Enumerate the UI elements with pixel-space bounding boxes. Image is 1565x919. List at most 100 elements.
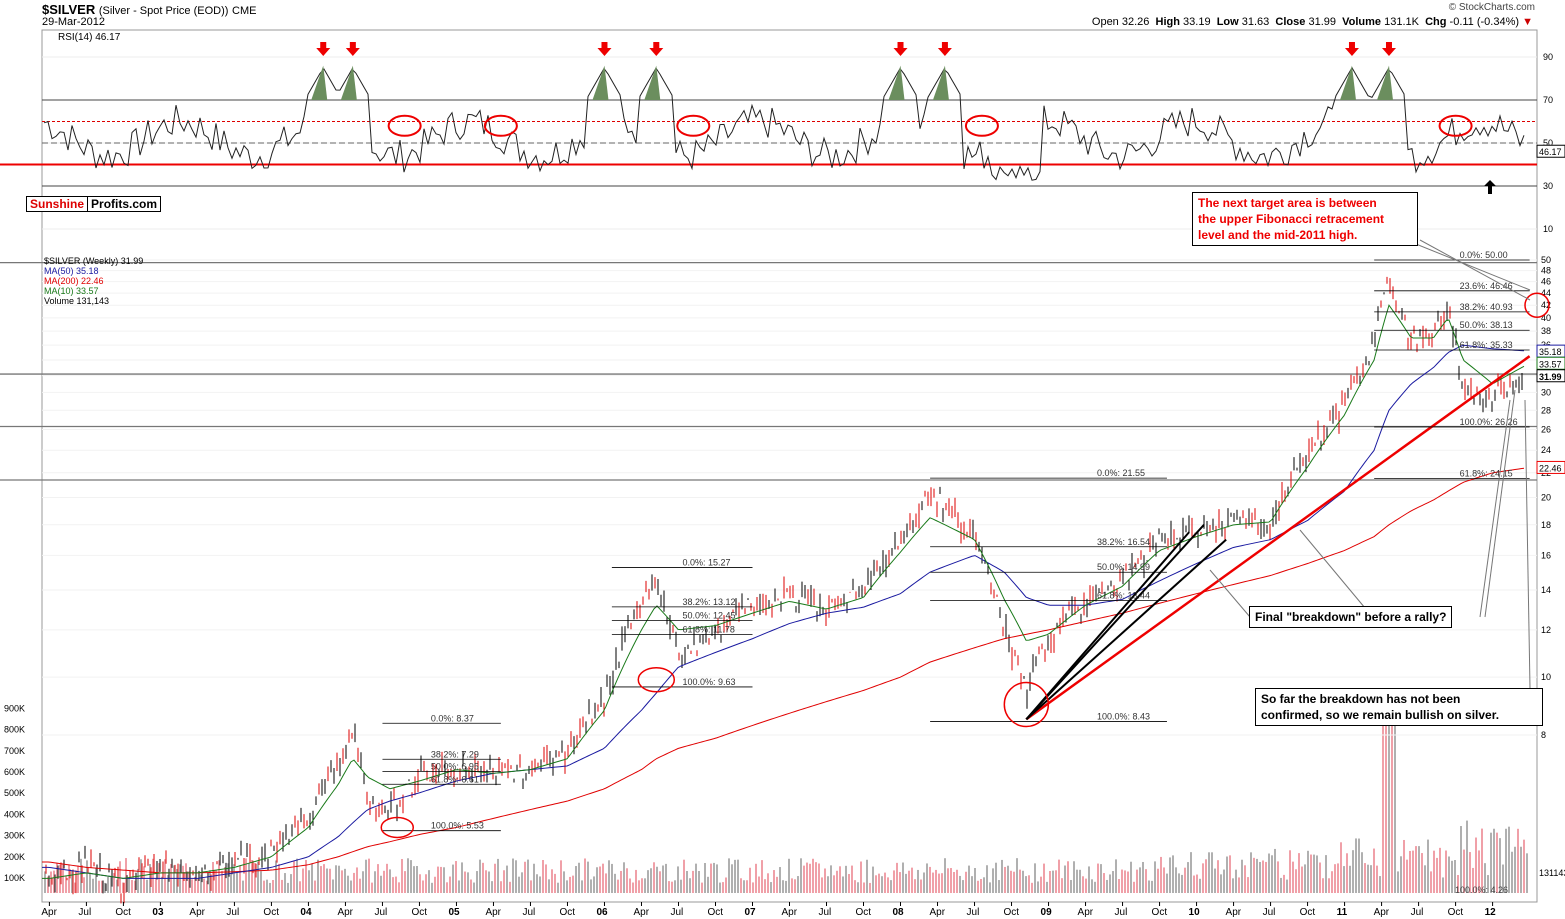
volume-bar bbox=[62, 864, 64, 893]
volume-bar bbox=[581, 880, 583, 893]
volume-bar bbox=[440, 866, 442, 893]
price-legend: $SILVER (Weekly) 31.99 MA(50) 35.18 MA(2… bbox=[44, 256, 143, 306]
volume-bar bbox=[1091, 879, 1093, 893]
volume-bar bbox=[1418, 846, 1420, 893]
volume-bar bbox=[1400, 856, 1402, 893]
volume-bar bbox=[131, 880, 133, 893]
volume-bar bbox=[1004, 866, 1006, 893]
volume-bar bbox=[1385, 723, 1387, 893]
volume-bar bbox=[560, 860, 562, 893]
x-tick-label: Jul bbox=[1115, 907, 1128, 918]
volume-bar bbox=[224, 867, 226, 893]
volume-bar bbox=[1334, 864, 1336, 893]
open-value: 32.26 bbox=[1121, 16, 1150, 28]
volume-bar bbox=[1250, 852, 1252, 893]
volume-bar bbox=[89, 872, 91, 893]
volume-bar bbox=[986, 865, 988, 893]
volume-bar bbox=[707, 876, 709, 893]
rsi-overbought-fill bbox=[644, 65, 661, 100]
x-tick-label: Apr bbox=[485, 907, 501, 918]
volume-bar bbox=[872, 866, 874, 893]
volume-bar bbox=[914, 879, 916, 893]
volume-bar bbox=[1316, 855, 1318, 893]
volume-bar bbox=[1406, 859, 1408, 893]
volume-bar bbox=[1196, 874, 1198, 893]
volume-bar bbox=[1208, 852, 1210, 893]
volume-bar bbox=[659, 871, 661, 893]
volume-bar bbox=[968, 865, 970, 893]
chart-frame bbox=[41, 29, 1538, 903]
volume-bar bbox=[884, 872, 886, 893]
x-tick-label: Oct bbox=[263, 907, 279, 918]
volume-bar bbox=[335, 865, 337, 893]
volume-bar bbox=[602, 863, 604, 893]
volume-bar bbox=[80, 858, 82, 893]
bullish-note-line2: confirmed, so we remain bullish on silve… bbox=[1261, 708, 1500, 722]
volume-bar bbox=[206, 880, 208, 893]
volume-bar bbox=[476, 871, 478, 893]
volume-bar bbox=[749, 867, 751, 893]
logo-part1: Sunshine bbox=[30, 197, 85, 211]
red-down-arrow-icon bbox=[345, 41, 360, 56]
volume-bar bbox=[263, 880, 265, 893]
fibonacci-label: 50.0%: 12.45 bbox=[682, 610, 735, 620]
legend-ma50: MA(50) 35.18 bbox=[44, 266, 99, 276]
volume-bar bbox=[242, 880, 244, 893]
volume-bar bbox=[1490, 832, 1492, 893]
volume-bar bbox=[647, 870, 649, 893]
volume-bar bbox=[422, 880, 424, 893]
volume-current-value: 131143 bbox=[1539, 868, 1565, 878]
volume-bar bbox=[401, 858, 403, 893]
price-tick-label: 18 bbox=[1541, 520, 1551, 530]
volume-bar bbox=[350, 880, 352, 893]
volume-bar bbox=[128, 877, 130, 893]
price-tag-label: 33.57 bbox=[1539, 359, 1562, 369]
volume-bar bbox=[614, 873, 616, 893]
volume-bar bbox=[887, 877, 889, 893]
volume-bar bbox=[1424, 865, 1426, 893]
volume-bar bbox=[1169, 857, 1171, 893]
volume-bar bbox=[101, 880, 103, 893]
volume-bar bbox=[368, 858, 370, 893]
volume-bar bbox=[962, 880, 964, 893]
black-trend-line bbox=[1025, 531, 1190, 720]
price-circle-annotation bbox=[380, 816, 414, 839]
volume-bar bbox=[1514, 846, 1516, 893]
legend-ma10: MA(10) 33.57 bbox=[44, 286, 99, 296]
price-tick-label: 38 bbox=[1541, 326, 1551, 336]
volume-bar bbox=[1115, 859, 1117, 893]
volume-bar bbox=[689, 878, 691, 893]
volume-value: 131.1K bbox=[1384, 16, 1419, 28]
volume-bar bbox=[1517, 828, 1519, 893]
volume-bar bbox=[542, 860, 544, 893]
volume-bar bbox=[1118, 879, 1120, 893]
volume-bar bbox=[209, 870, 211, 893]
volume-bar bbox=[104, 882, 106, 893]
volume-bar bbox=[1355, 838, 1357, 893]
volume-bar bbox=[722, 882, 724, 893]
volume-bar bbox=[980, 879, 982, 893]
volume-bar bbox=[512, 858, 514, 893]
volume-bar bbox=[269, 882, 271, 893]
volume-bar bbox=[176, 868, 178, 893]
fibonacci-label: 61.8%: 6.61 bbox=[431, 774, 479, 784]
x-tick-label: Apr bbox=[782, 907, 798, 918]
volume-bar bbox=[629, 878, 631, 893]
volume-bar bbox=[875, 875, 877, 893]
x-tick-label: 09 bbox=[1041, 907, 1053, 918]
x-tick-label: Jul bbox=[819, 907, 832, 918]
volume-bar bbox=[1478, 850, 1480, 893]
x-tick-label: 11 bbox=[1337, 907, 1348, 918]
volume-bar bbox=[1439, 847, 1441, 893]
price-tick-label: 10 bbox=[1541, 672, 1551, 682]
volume-bar bbox=[1268, 853, 1270, 893]
volume-bar bbox=[959, 875, 961, 893]
breakdown-note-text: Final "breakdown" before a rally? bbox=[1255, 610, 1447, 624]
price-tick-label: 46 bbox=[1541, 277, 1551, 287]
high-value: 33.19 bbox=[1183, 16, 1211, 28]
volume-bar bbox=[521, 872, 523, 893]
target-note-line2: the upper Fibonacci retracement bbox=[1198, 212, 1385, 226]
volume-bar bbox=[539, 876, 541, 893]
volume-bar bbox=[1139, 867, 1141, 893]
volume-bar bbox=[863, 882, 865, 893]
